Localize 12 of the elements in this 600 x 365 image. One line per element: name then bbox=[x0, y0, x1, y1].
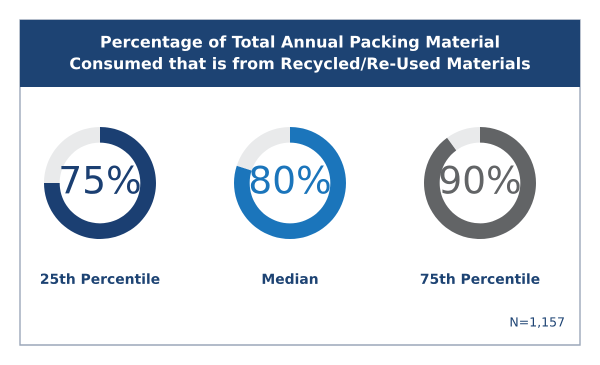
text: Median bbox=[262, 273, 318, 284]
text: Percentage of Total Annual Packing Material Consumed that is from Recycled/Re-Used Materials bbox=[70, 35, 530, 73]
donut-slice bbox=[44, 127, 156, 239]
text: 25th Percentile bbox=[40, 273, 160, 284]
donut-slice bbox=[447, 127, 480, 150]
donut-slice bbox=[424, 127, 536, 239]
data-label: 75% bbox=[61, 166, 140, 194]
text: N=1,157 bbox=[510, 317, 564, 328]
text: 75th Percentile bbox=[420, 273, 540, 284]
donut-slice bbox=[234, 127, 346, 239]
data-label: 80% bbox=[250, 166, 330, 194]
data-label: 90% bbox=[440, 166, 520, 194]
